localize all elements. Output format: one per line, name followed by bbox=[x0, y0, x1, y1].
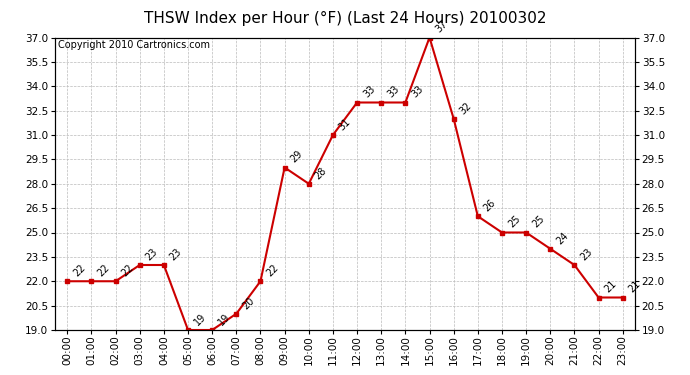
Text: 32: 32 bbox=[458, 100, 473, 116]
Text: THSW Index per Hour (°F) (Last 24 Hours) 20100302: THSW Index per Hour (°F) (Last 24 Hours)… bbox=[144, 11, 546, 26]
Text: 19: 19 bbox=[217, 312, 232, 327]
Text: 25: 25 bbox=[531, 214, 546, 230]
Text: 19: 19 bbox=[193, 312, 208, 327]
Text: 21: 21 bbox=[627, 279, 642, 295]
Text: 33: 33 bbox=[410, 84, 425, 100]
Text: 25: 25 bbox=[506, 214, 522, 230]
Text: 31: 31 bbox=[337, 117, 353, 132]
Text: 22: 22 bbox=[96, 262, 112, 279]
Text: 26: 26 bbox=[482, 198, 497, 213]
Text: 24: 24 bbox=[555, 230, 570, 246]
Text: 23: 23 bbox=[579, 246, 594, 262]
Text: Copyright 2010 Cartronics.com: Copyright 2010 Cartronics.com bbox=[58, 40, 210, 50]
Text: 37: 37 bbox=[434, 19, 449, 35]
Text: 29: 29 bbox=[289, 149, 304, 165]
Text: 21: 21 bbox=[603, 279, 618, 295]
Text: 22: 22 bbox=[265, 262, 281, 279]
Text: 33: 33 bbox=[362, 84, 377, 100]
Text: 22: 22 bbox=[72, 262, 88, 279]
Text: 28: 28 bbox=[313, 165, 328, 181]
Text: 20: 20 bbox=[241, 295, 256, 311]
Text: 23: 23 bbox=[168, 246, 184, 262]
Text: 33: 33 bbox=[386, 84, 401, 100]
Text: 22: 22 bbox=[120, 262, 136, 279]
Text: 23: 23 bbox=[144, 246, 159, 262]
